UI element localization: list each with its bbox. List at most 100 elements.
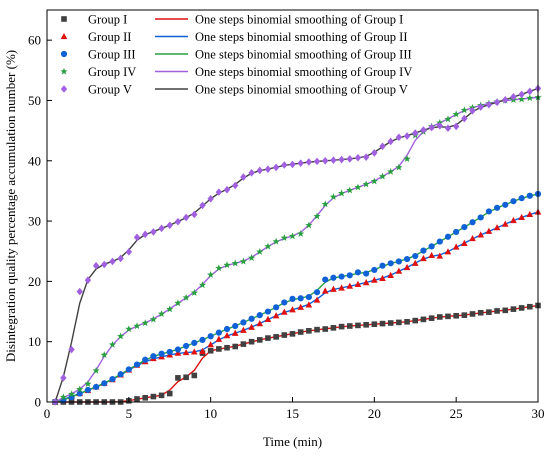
series-layer — [51, 84, 542, 406]
x-tick-label: 10 — [204, 406, 217, 421]
data-point — [395, 267, 403, 274]
data-point — [322, 276, 329, 283]
x-tick-label: 25 — [450, 406, 463, 421]
data-point — [166, 221, 173, 230]
smoothing-line — [55, 304, 539, 403]
data-point — [240, 319, 247, 326]
data-point — [191, 348, 198, 355]
data-point — [216, 346, 222, 352]
data-point — [149, 315, 157, 323]
data-point — [461, 224, 468, 231]
data-point — [150, 228, 157, 236]
data-point — [305, 293, 312, 301]
data-point — [313, 296, 321, 303]
data-point — [477, 309, 484, 316]
data-point — [469, 219, 476, 226]
data-point — [174, 217, 182, 226]
data-point — [412, 129, 419, 137]
data-point — [256, 320, 264, 327]
data-point — [444, 248, 452, 255]
data-point — [174, 346, 182, 353]
data-point — [190, 289, 198, 296]
data-point — [469, 311, 476, 317]
data-point — [477, 231, 485, 238]
data-point — [134, 396, 140, 402]
data-point — [387, 260, 394, 267]
data-point — [305, 158, 313, 166]
data-point — [150, 393, 157, 400]
data-point — [68, 345, 75, 354]
data-point — [207, 270, 215, 278]
data-point — [444, 115, 452, 123]
data-point — [518, 213, 525, 221]
data-point — [362, 278, 370, 286]
smoothing-line — [54, 87, 539, 403]
data-point — [117, 254, 124, 263]
data-point — [264, 308, 272, 315]
data-point — [330, 274, 337, 281]
series-2 — [51, 208, 542, 405]
data-point — [84, 386, 92, 394]
data-point — [264, 315, 272, 322]
data-point — [452, 110, 460, 118]
data-point — [371, 321, 378, 328]
data-point — [166, 348, 173, 356]
data-point — [305, 221, 313, 229]
legend-item: One steps binomial smoothing of Group V — [155, 83, 408, 97]
data-point — [461, 114, 468, 123]
data-point — [387, 271, 394, 278]
legend-item: One steps binomial smoothing of Group II — [155, 30, 407, 44]
y-axis-title: Disintegration quality percentage accumu… — [3, 50, 18, 362]
data-point — [387, 320, 394, 326]
x-tick-label: 30 — [532, 406, 545, 421]
data-point — [215, 188, 223, 196]
data-point — [395, 163, 403, 171]
legend-item: Group V — [60, 83, 132, 97]
data-point — [60, 374, 67, 382]
data-point — [510, 306, 517, 312]
data-point — [297, 329, 304, 335]
data-point — [502, 201, 509, 208]
series-1 — [52, 302, 541, 405]
data-point — [371, 266, 378, 274]
data-point — [453, 228, 460, 236]
data-point — [76, 287, 83, 296]
data-point — [330, 325, 337, 331]
data-point — [175, 375, 181, 381]
data-point — [314, 326, 320, 333]
data-point — [67, 390, 76, 398]
data-point — [493, 204, 501, 211]
data-point — [158, 392, 165, 399]
data-point — [142, 230, 149, 239]
data-point — [232, 322, 239, 330]
data-point — [354, 280, 362, 287]
smoothing-line — [54, 211, 539, 403]
data-point — [198, 281, 207, 289]
data-point — [289, 160, 296, 169]
data-point — [428, 123, 435, 132]
data-point — [444, 124, 452, 133]
data-point — [485, 227, 493, 234]
data-point — [272, 237, 280, 245]
data-point — [485, 208, 492, 215]
y-tick-label: 0 — [35, 395, 42, 410]
data-point — [207, 333, 214, 340]
legend-label: Group II — [88, 30, 131, 44]
data-point — [231, 329, 239, 336]
data-point — [453, 312, 459, 319]
data-point — [248, 315, 255, 322]
legend-item: One steps binomial smoothing of Group I — [155, 13, 403, 27]
data-point — [363, 322, 369, 328]
data-point — [141, 319, 149, 327]
legend-item: Group I — [61, 13, 127, 27]
ticks-layer: 0 5 10 15 20 25 30 0 10 20 30 40 50 60 — [28, 33, 545, 421]
data-point — [494, 308, 500, 314]
data-point — [256, 166, 263, 175]
data-point — [76, 390, 83, 397]
data-point — [239, 257, 248, 265]
data-point — [297, 159, 304, 167]
data-point — [158, 224, 165, 233]
data-point — [199, 347, 206, 354]
series-4 — [51, 93, 542, 406]
data-point — [420, 254, 427, 262]
